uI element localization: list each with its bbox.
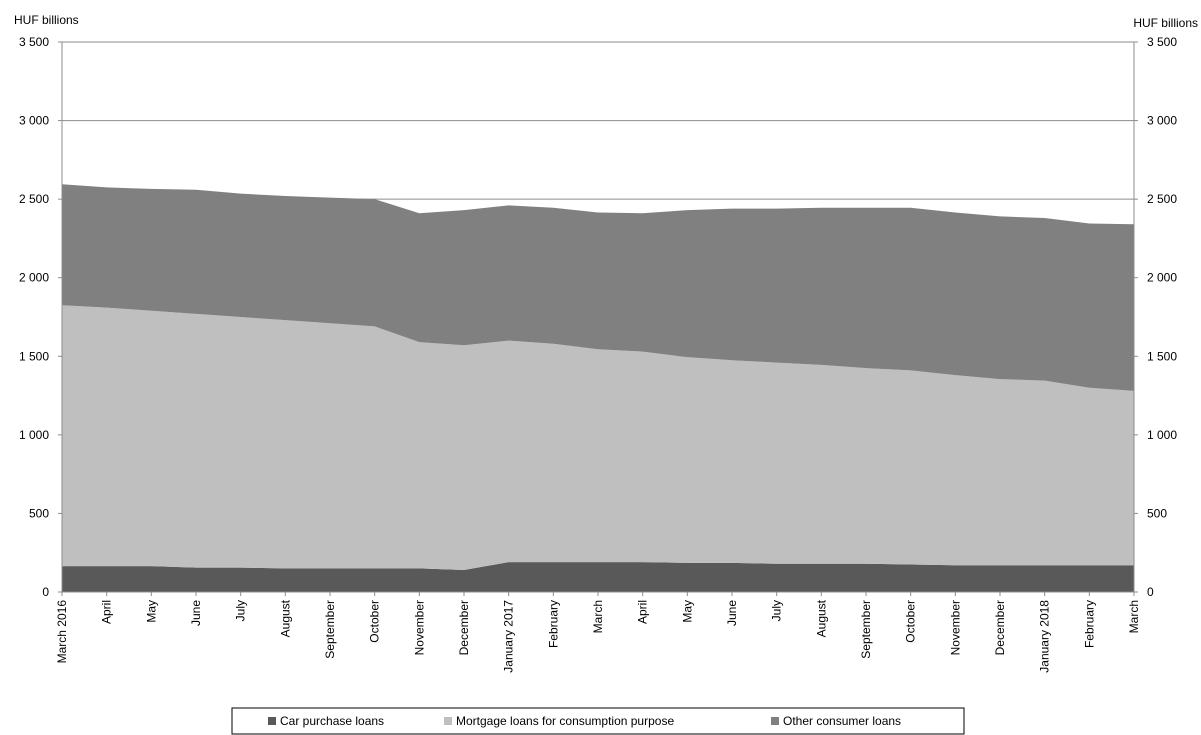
legend-swatch-car bbox=[268, 717, 276, 725]
x-tick-label: June bbox=[189, 600, 203, 626]
x-tick-label: December bbox=[457, 600, 471, 655]
y-axis-right-ticks: 0 500 1 000 1 500 2 000 2 500 3 000 3 500 bbox=[1134, 35, 1177, 599]
area-series-1 bbox=[62, 305, 1134, 570]
area-series-2 bbox=[62, 184, 1134, 391]
y-tick-label-left: 0 bbox=[42, 585, 49, 599]
x-tick-label: December bbox=[993, 600, 1007, 655]
y-axis-left-ticks: 0 500 1 000 1 500 2 000 2 500 3 000 3 500 bbox=[19, 35, 62, 599]
y-tick-label-left: 2 000 bbox=[19, 271, 49, 285]
y-tick-label-left: 1 500 bbox=[19, 349, 49, 363]
legend-label-mortgage: Mortgage loans for consumption purpose bbox=[456, 714, 674, 728]
x-tick-label: September bbox=[323, 600, 337, 659]
x-tick-label: April bbox=[636, 600, 650, 624]
x-tick-label: July bbox=[770, 600, 784, 621]
x-tick-label: March bbox=[591, 600, 605, 633]
x-tick-label: August bbox=[814, 599, 828, 637]
y-tick-label-right: 3 000 bbox=[1147, 114, 1177, 128]
y-tick-label-right: 1 500 bbox=[1147, 349, 1177, 363]
legend-swatch-other bbox=[771, 717, 779, 725]
y-tick-label-left: 3 000 bbox=[19, 114, 49, 128]
y-axis-left-unit: HUF billions bbox=[14, 13, 79, 27]
x-tick-label: November bbox=[412, 600, 426, 655]
y-tick-label-left: 2 500 bbox=[19, 192, 49, 206]
legend-label-other: Other consumer loans bbox=[783, 714, 901, 728]
x-tick-label: November bbox=[948, 600, 962, 655]
x-tick-label: August bbox=[278, 599, 292, 637]
x-tick-label: April bbox=[100, 600, 114, 624]
y-tick-label-left: 3 500 bbox=[19, 35, 49, 49]
x-tick-label: September bbox=[859, 600, 873, 659]
x-tick-label: February bbox=[546, 600, 560, 648]
x-tick-label: March 2016 bbox=[55, 600, 69, 664]
y-tick-label-right: 2 000 bbox=[1147, 271, 1177, 285]
x-tick-label: October bbox=[368, 600, 382, 643]
x-tick-label: March bbox=[1127, 600, 1141, 633]
y-tick-label-right: 500 bbox=[1147, 506, 1167, 520]
legend-box bbox=[231, 707, 965, 735]
x-tick-label: January 2018 bbox=[1038, 600, 1052, 673]
legend-label-car: Car purchase loans bbox=[280, 714, 384, 728]
x-tick-label: June bbox=[725, 600, 739, 626]
x-axis-ticks: March 2016 April May June July August Septembe… bbox=[55, 592, 1141, 673]
x-tick-label: February bbox=[1082, 600, 1096, 648]
legend: Car purchase loans Mortgage loans for co… bbox=[231, 707, 965, 735]
area-series-0 bbox=[62, 562, 1134, 592]
x-tick-label: May bbox=[144, 600, 158, 623]
legend-swatch-mortgage bbox=[444, 717, 452, 725]
x-tick-label: January 2017 bbox=[502, 600, 516, 673]
y-axis-right-unit: HUF billions bbox=[1133, 16, 1198, 30]
plot-areas bbox=[62, 184, 1134, 592]
y-tick-label-left: 1 000 bbox=[19, 428, 49, 442]
x-tick-label: May bbox=[680, 600, 694, 623]
y-tick-label-right: 3 500 bbox=[1147, 35, 1177, 49]
x-tick-label: July bbox=[234, 600, 248, 621]
y-tick-label-right: 0 bbox=[1147, 585, 1154, 599]
y-tick-label-right: 1 000 bbox=[1147, 428, 1177, 442]
x-tick-label: October bbox=[904, 600, 918, 643]
y-tick-label-right: 2 500 bbox=[1147, 192, 1177, 206]
y-tick-label-left: 500 bbox=[29, 506, 49, 520]
